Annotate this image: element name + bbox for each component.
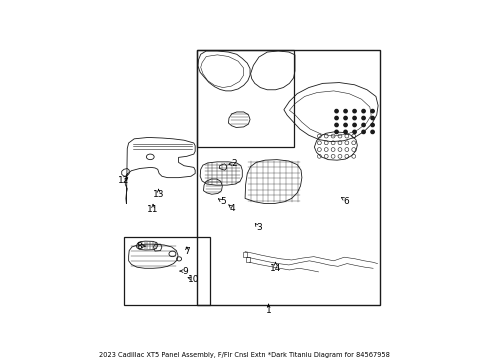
Text: 13: 13 <box>153 190 164 199</box>
Text: 3: 3 <box>256 223 261 232</box>
Circle shape <box>361 116 365 120</box>
Text: 5: 5 <box>220 197 225 206</box>
Circle shape <box>370 123 373 127</box>
Circle shape <box>370 130 373 134</box>
Circle shape <box>343 116 346 120</box>
Text: 6: 6 <box>343 197 348 206</box>
Circle shape <box>370 109 373 113</box>
Text: 14: 14 <box>269 264 281 273</box>
Text: 1: 1 <box>265 306 271 315</box>
Circle shape <box>343 130 346 134</box>
Circle shape <box>334 130 338 134</box>
Circle shape <box>352 116 355 120</box>
Circle shape <box>334 116 338 120</box>
Text: 4: 4 <box>229 204 235 213</box>
Circle shape <box>334 123 338 127</box>
Text: 12: 12 <box>118 176 129 185</box>
Circle shape <box>352 109 355 113</box>
Text: 9: 9 <box>182 267 188 276</box>
Circle shape <box>352 123 355 127</box>
Circle shape <box>352 130 355 134</box>
Text: 11: 11 <box>147 205 159 214</box>
Circle shape <box>361 123 365 127</box>
Circle shape <box>361 130 365 134</box>
Circle shape <box>334 109 338 113</box>
Text: 8: 8 <box>136 242 142 251</box>
Circle shape <box>343 109 346 113</box>
Circle shape <box>370 116 373 120</box>
Circle shape <box>343 123 346 127</box>
Text: 10: 10 <box>188 275 199 284</box>
Text: 2023 Cadillac XT5 Panel Assembly, F/Flr Cnsl Extn *Dark Titaniu Diagram for 8456: 2023 Cadillac XT5 Panel Assembly, F/Flr … <box>99 352 389 358</box>
Circle shape <box>361 109 365 113</box>
Text: 2: 2 <box>231 159 236 168</box>
Text: 7: 7 <box>183 247 189 256</box>
